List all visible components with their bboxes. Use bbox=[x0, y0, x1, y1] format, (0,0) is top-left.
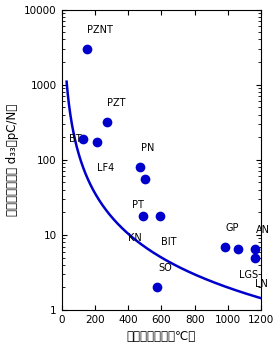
Text: AN: AN bbox=[255, 225, 269, 235]
Text: PT: PT bbox=[132, 200, 143, 210]
Text: BT: BT bbox=[69, 134, 82, 144]
X-axis label: 使用限界温度（℃）: 使用限界温度（℃） bbox=[127, 331, 196, 343]
Text: LF4: LF4 bbox=[97, 163, 115, 173]
Text: PN: PN bbox=[141, 143, 154, 153]
Text: PZT: PZT bbox=[107, 98, 126, 108]
Text: GP: GP bbox=[225, 223, 239, 233]
Text: LN: LN bbox=[255, 279, 268, 289]
Text: BIT: BIT bbox=[161, 237, 176, 247]
Text: SO: SO bbox=[158, 263, 172, 273]
Y-axis label: 常温の圧電定数 d₃₃（pC/N）: 常温の圧電定数 d₃₃（pC/N） bbox=[6, 104, 18, 216]
Text: LGS: LGS bbox=[239, 270, 258, 280]
Text: KN: KN bbox=[128, 233, 142, 243]
Text: PZNT: PZNT bbox=[87, 25, 113, 35]
